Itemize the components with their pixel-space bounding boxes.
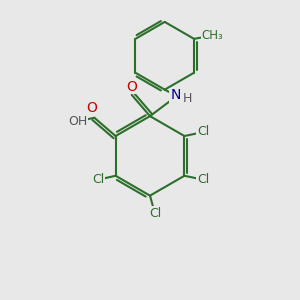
Text: N: N bbox=[170, 88, 181, 102]
Text: Cl: Cl bbox=[197, 125, 209, 138]
Text: OH: OH bbox=[68, 115, 87, 128]
Text: Cl: Cl bbox=[149, 207, 161, 220]
Text: CH₃: CH₃ bbox=[201, 29, 223, 42]
Text: Cl: Cl bbox=[92, 173, 104, 186]
Text: H: H bbox=[182, 92, 192, 105]
Text: O: O bbox=[126, 80, 137, 94]
Text: Cl: Cl bbox=[197, 173, 209, 186]
Text: O: O bbox=[87, 101, 98, 115]
